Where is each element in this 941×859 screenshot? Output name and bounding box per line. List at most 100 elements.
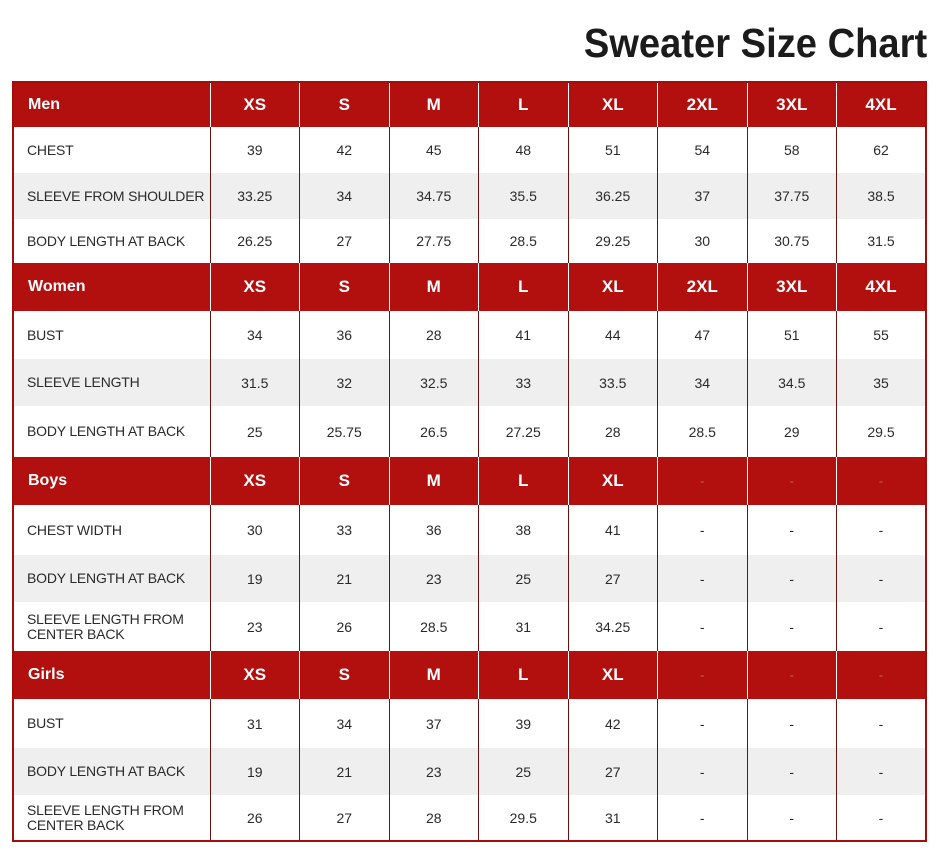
measurement-label: CHEST WIDTH [13, 505, 210, 555]
size-header: 3XL [746, 82, 837, 127]
measurement-value: - [836, 555, 926, 602]
measurement-value: 47 [657, 311, 747, 359]
measurement-value: 36 [299, 311, 389, 359]
measurement-label: SLEEVE FROM SHOULDER [13, 173, 210, 219]
size-header: - [657, 457, 747, 505]
measurement-value: 33.25 [209, 173, 300, 219]
measurement-value: - [836, 748, 926, 795]
size-chart-body: Men XS S M L XL 2XL 3XL 4XL CHEST 39 42 45 48 51 54 58 62… [13, 82, 926, 841]
measurement-value: 25 [209, 406, 300, 457]
size-header: M [388, 263, 479, 311]
size-header: 4XL [836, 82, 926, 127]
table-row: CHEST 39 42 45 48 51 54 58 62 [13, 127, 926, 173]
measurement-value: 26.5 [388, 406, 479, 457]
measurement-value: 33.5 [567, 359, 658, 406]
table-row: SLEEVE LENGTH FROM CENTER BACK 23 26 28.5 31… [13, 602, 926, 651]
measurement-label: SLEEVE LENGTH FROM CENTER BACK [13, 602, 210, 651]
table-row: BODY LENGTH AT BACK 19 21 23 25 27- - - [13, 555, 926, 602]
measurement-value: - [836, 699, 926, 748]
measurement-value: 34.25 [567, 602, 658, 651]
measurement-value: 26.25 [209, 219, 300, 263]
page-title: Sweater Size Chart [583, 20, 927, 66]
measurement-value: 25.75 [299, 406, 389, 457]
measurement-label: BUST [13, 311, 210, 359]
measurement-value: - [836, 602, 926, 651]
measurement-value: 25 [478, 748, 568, 795]
measurement-value: - [657, 505, 747, 555]
measurement-value: 28.5 [657, 406, 747, 457]
section-title: Girls [13, 651, 210, 699]
measurement-value: 28 [388, 311, 479, 359]
measurement-value: 55 [836, 311, 926, 359]
measurement-label: BUST [13, 699, 210, 748]
measurement-value: 51 [567, 127, 658, 173]
measurement-value: 31 [209, 699, 300, 748]
size-chart-table: Men XS S M L XL 2XL 3XL 4XL CHEST 39 42 45 48 51 54 58 62… [12, 81, 927, 842]
measurement-value: 48 [478, 127, 568, 173]
measurement-value: 29.5 [836, 406, 926, 457]
measurement-value: 33 [299, 505, 389, 555]
measurement-value: 25 [478, 555, 568, 602]
measurement-value: 34 [299, 173, 389, 219]
size-header: 2XL [657, 263, 747, 311]
section-title: Men [13, 82, 210, 127]
measurement-value: 37 [657, 173, 747, 219]
measurement-value: 62 [836, 127, 926, 173]
measurement-value: 30 [209, 505, 300, 555]
table-row: BODY LENGTH AT BACK 25 25.75 26.5 27.25 28 28.… [13, 406, 926, 457]
measurement-value: 51 [746, 311, 837, 359]
measurement-value: 33 [478, 359, 568, 406]
measurement-value: - [836, 505, 926, 555]
measurement-value: 26 [209, 795, 300, 841]
measurement-value: 21 [299, 555, 389, 602]
measurement-value: 31 [567, 795, 658, 841]
section-header-men: Men XS S M L XL 2XL 3XL 4XL [13, 82, 926, 127]
size-header: XS [209, 263, 300, 311]
measurement-label: SLEEVE LENGTH FROM CENTER BACK [13, 795, 210, 841]
measurement-value: 34.5 [746, 359, 837, 406]
measurement-label: CHEST [13, 127, 210, 173]
size-header: L [478, 263, 568, 311]
measurement-value: 29.5 [478, 795, 568, 841]
size-header: 3XL [746, 263, 837, 311]
size-header: L [478, 457, 568, 505]
measurement-value: 54 [657, 127, 747, 173]
measurement-value: 21 [299, 748, 389, 795]
size-header: XS [209, 82, 300, 127]
measurement-value: 29 [746, 406, 837, 457]
measurement-value: 39 [209, 127, 300, 173]
table-row: SLEEVE FROM SHOULDER 33.25 34 34.75 35.5 36.2… [13, 173, 926, 219]
size-header: S [299, 82, 389, 127]
measurement-value: 31 [478, 602, 568, 651]
measurement-value: 34.75 [388, 173, 479, 219]
measurement-value: 42 [567, 699, 658, 748]
measurement-value: - [657, 699, 747, 748]
size-header: XL [567, 457, 658, 505]
measurement-value: 34 [209, 311, 300, 359]
measurement-value: - [657, 795, 747, 841]
size-header: - [746, 457, 837, 505]
table-row: BUST 34 36 28 41 44 47 51 55 [13, 311, 926, 359]
measurement-value: 41 [478, 311, 568, 359]
table-row: BODY LENGTH AT BACK 26.25 27 27.75 28.5 29.25… [13, 219, 926, 263]
measurement-value: 30.75 [746, 219, 837, 263]
measurement-value: 38 [478, 505, 568, 555]
measurement-value: 38.5 [836, 173, 926, 219]
measurement-value: - [657, 555, 747, 602]
size-header: M [388, 651, 479, 699]
section-title: Boys [13, 457, 210, 505]
section-header-girls: Girls XS S M L XL - - - [13, 651, 926, 699]
size-header: - [657, 651, 747, 699]
size-header: L [478, 82, 568, 127]
size-header: S [299, 651, 389, 699]
measurement-value: 31.5 [209, 359, 300, 406]
table-row: BUST 31 34 37 39 42- - - [13, 699, 926, 748]
measurement-value: 44 [567, 311, 658, 359]
measurement-value: 27.25 [478, 406, 568, 457]
measurement-value: 29.25 [567, 219, 658, 263]
measurement-value: 28.5 [388, 602, 479, 651]
table-row: BODY LENGTH AT BACK 19 21 23 25 27- - - [13, 748, 926, 795]
measurement-value: - [746, 602, 837, 651]
measurement-value: 27 [567, 555, 658, 602]
measurement-value: 28 [567, 406, 658, 457]
